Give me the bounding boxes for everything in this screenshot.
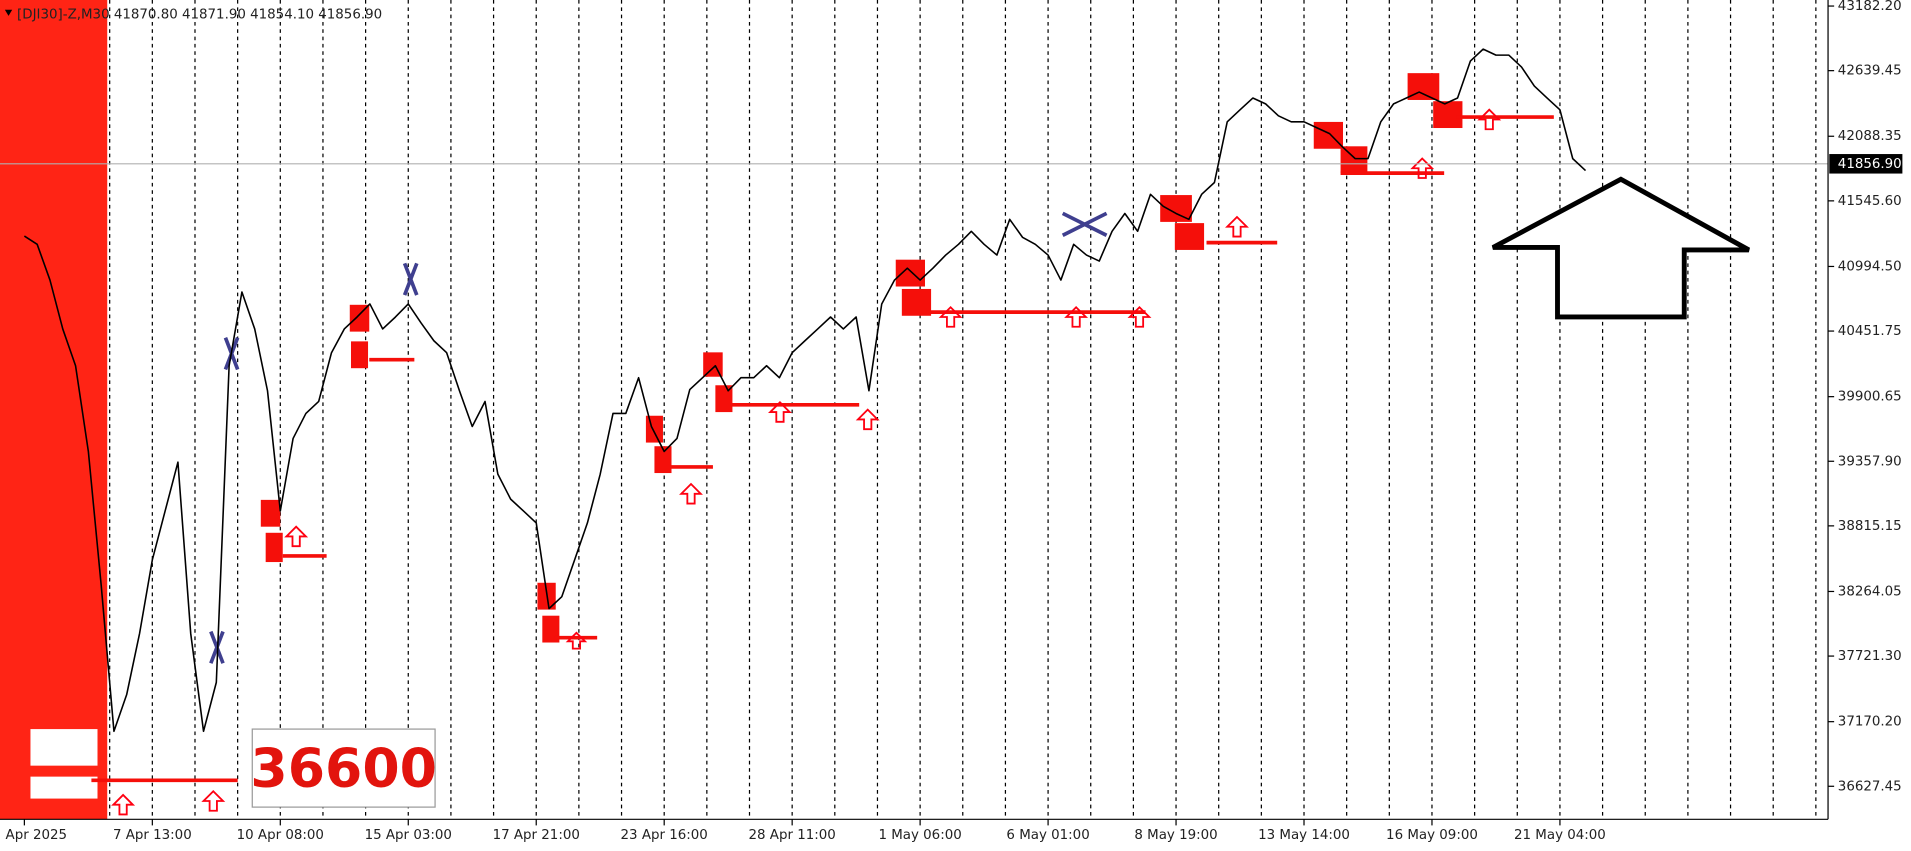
x-marks bbox=[209, 211, 1108, 664]
x-mark bbox=[209, 630, 225, 664]
up-arrow bbox=[111, 793, 136, 816]
x-tick-label: 13 May 14:00 bbox=[1258, 828, 1350, 843]
zone bbox=[1313, 121, 1344, 149]
x-tick-label: 7 Apr 13:00 bbox=[113, 828, 192, 843]
price-line bbox=[23, 48, 1587, 733]
y-tick-label: 43182.20 bbox=[1838, 0, 1902, 14]
y-tick-label: 41545.60 bbox=[1838, 194, 1902, 209]
zone bbox=[260, 499, 281, 527]
zone bbox=[1340, 146, 1368, 174]
red-zone bbox=[0, 0, 108, 820]
y-tick-label: 42639.45 bbox=[1838, 64, 1902, 79]
x-mark bbox=[1061, 211, 1108, 237]
y-tick-label: 39357.90 bbox=[1838, 454, 1902, 469]
x-tick-label: 16 May 09:00 bbox=[1386, 828, 1478, 843]
y-tick-label: 39900.65 bbox=[1838, 390, 1902, 405]
up-arrow bbox=[284, 525, 309, 548]
y-tick-label: 40994.50 bbox=[1838, 259, 1902, 274]
zone bbox=[1160, 195, 1192, 222]
zone bbox=[1433, 101, 1463, 129]
up-arrows bbox=[111, 108, 1502, 816]
x-tick-label: 21 May 04:00 bbox=[1514, 828, 1606, 843]
y-tick-label: 37170.20 bbox=[1838, 715, 1902, 730]
zones bbox=[260, 73, 1463, 643]
zone bbox=[645, 415, 663, 443]
current-price-box bbox=[1829, 154, 1903, 174]
zone bbox=[265, 532, 283, 563]
up-arrow bbox=[201, 789, 226, 812]
x-tick-label: 10 Apr 08:00 bbox=[237, 828, 324, 843]
zone bbox=[349, 304, 370, 332]
y-tick-label: 36627.45 bbox=[1838, 779, 1902, 794]
zone-box bbox=[30, 729, 98, 766]
up-arrow bbox=[1477, 108, 1502, 131]
up-arrow bbox=[1064, 305, 1089, 328]
header: [DJI30]-Z,M30 41870.80 41871.90 41854.10… bbox=[17, 8, 382, 23]
y-tick-label: 42088.35 bbox=[1838, 129, 1902, 144]
levels bbox=[91, 115, 1554, 783]
annotation: 36600 bbox=[250, 736, 437, 799]
x-tick-label: 23 Apr 16:00 bbox=[621, 828, 708, 843]
grid bbox=[23, 0, 1817, 820]
current-price-label: 41856.90 bbox=[1838, 157, 1902, 172]
y-tick-label: 38815.15 bbox=[1838, 519, 1902, 534]
up-arrow bbox=[1127, 305, 1152, 328]
y-tick-label: 37721.30 bbox=[1838, 649, 1902, 664]
x-tick-label: 15 Apr 03:00 bbox=[365, 828, 452, 843]
up-arrow bbox=[1225, 215, 1249, 238]
x-tick-label: 17 Apr 21:00 bbox=[493, 828, 580, 843]
zone bbox=[895, 259, 925, 287]
zone-box bbox=[30, 776, 98, 799]
x-tick-label: 8 May 19:00 bbox=[1134, 828, 1217, 843]
x-mark bbox=[402, 262, 419, 296]
x-tick-label: 28 Apr 11:00 bbox=[749, 828, 836, 843]
up-arrow bbox=[679, 482, 703, 505]
up-arrow bbox=[938, 305, 963, 328]
zone bbox=[1174, 223, 1205, 250]
up-arrow bbox=[565, 631, 588, 650]
y-tick-label: 38264.05 bbox=[1838, 584, 1902, 599]
zone bbox=[350, 341, 369, 369]
header-icon bbox=[4, 9, 13, 16]
annotation-box bbox=[251, 728, 436, 808]
zone bbox=[715, 385, 733, 413]
x-tick-label: 2 Apr 2025 bbox=[0, 828, 67, 843]
up-arrow bbox=[768, 401, 792, 423]
up-arrow bbox=[855, 408, 880, 431]
big-arrow bbox=[1491, 176, 1751, 320]
x-tick-label: 6 May 01:00 bbox=[1006, 828, 1089, 843]
y-tick-label: 40451.75 bbox=[1838, 324, 1902, 339]
x-tick-label: 1 May 06:00 bbox=[878, 828, 961, 843]
zone bbox=[654, 446, 672, 474]
